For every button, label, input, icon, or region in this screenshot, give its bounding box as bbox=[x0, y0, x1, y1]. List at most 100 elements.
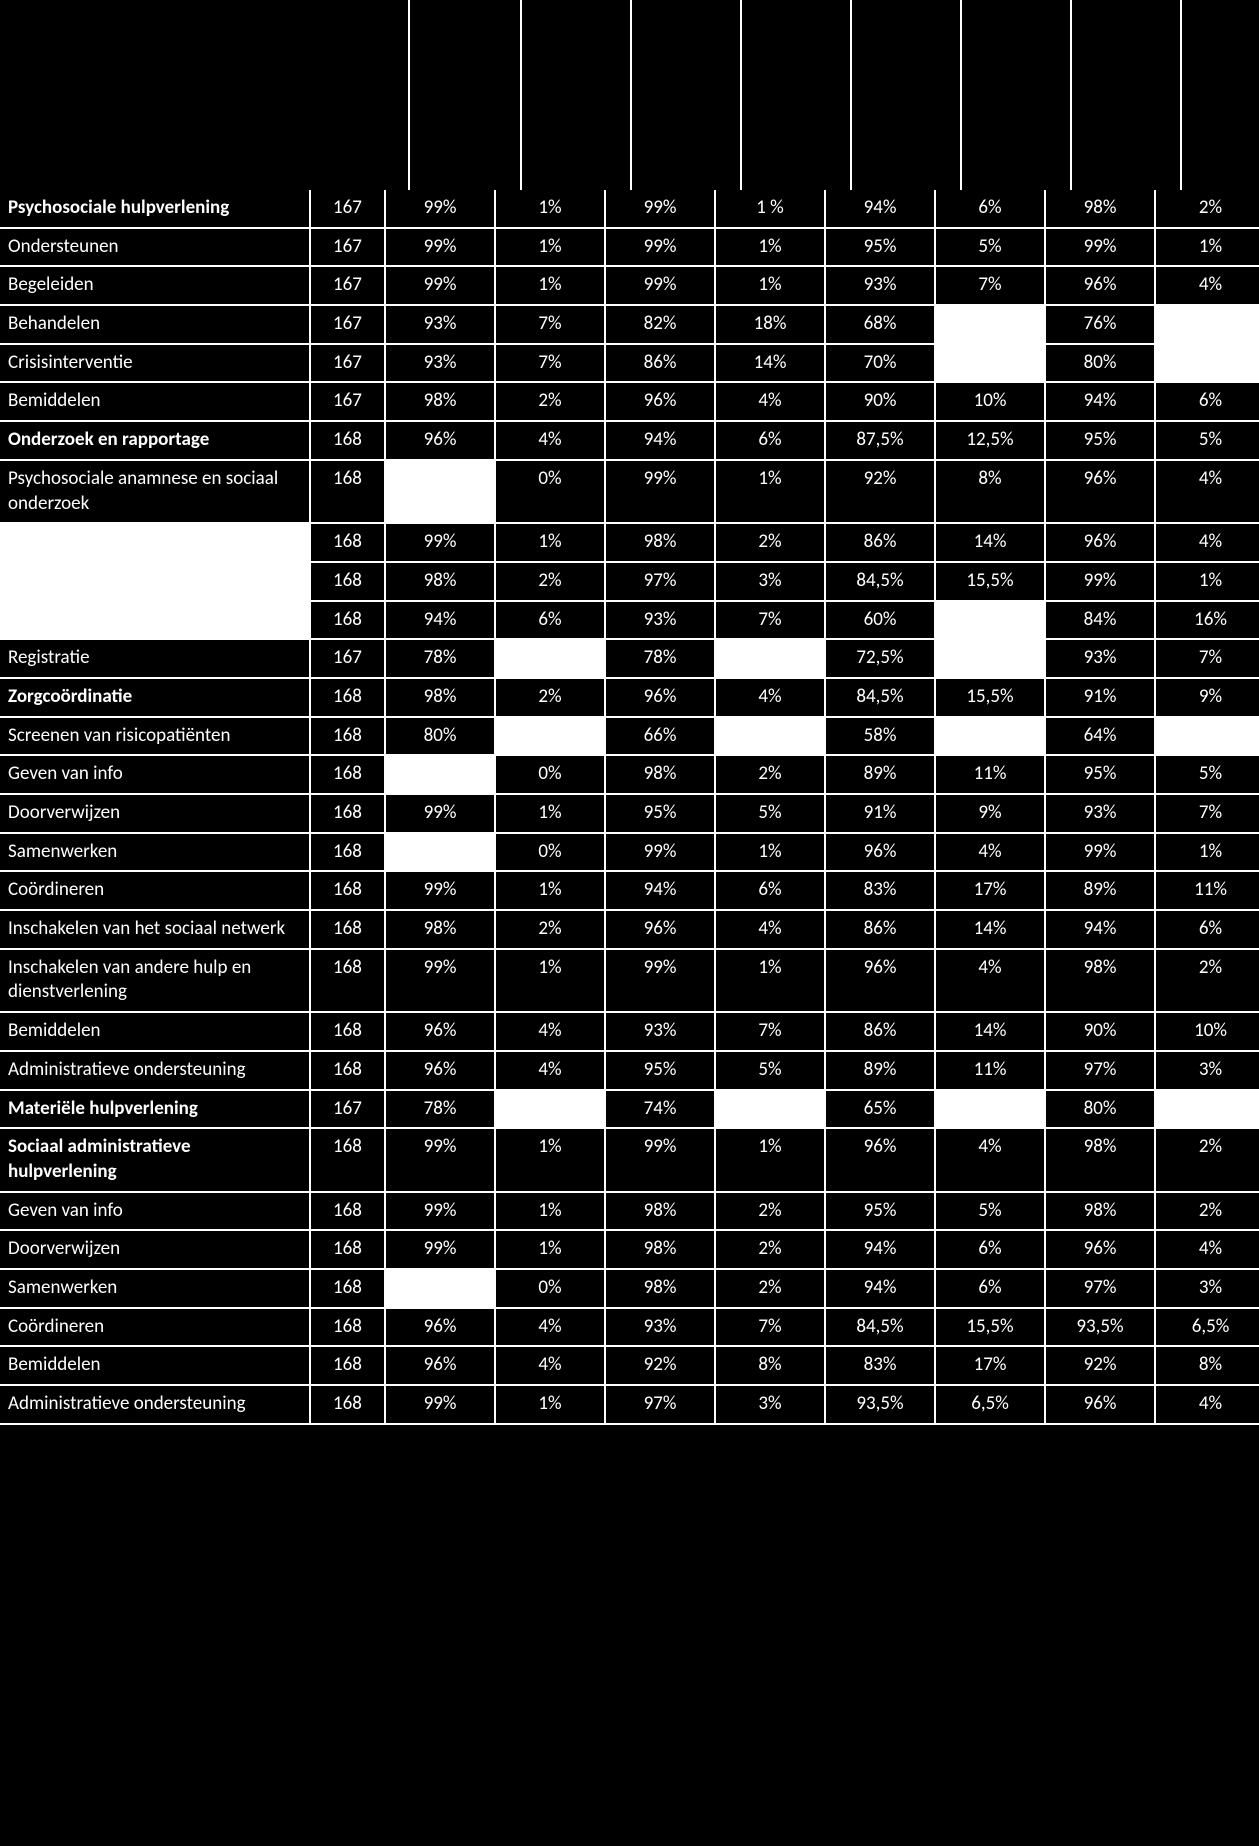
cell bbox=[715, 639, 825, 678]
cell: 93% bbox=[385, 344, 495, 383]
cell: 99% bbox=[605, 833, 715, 872]
cell: 2% bbox=[715, 523, 825, 562]
cell: 91% bbox=[825, 794, 935, 833]
cell: 4% bbox=[935, 1128, 1045, 1191]
cell: 7% bbox=[495, 305, 605, 344]
row-label: Behandelen bbox=[0, 305, 310, 344]
cell: 1% bbox=[715, 1128, 825, 1191]
cell: 167 bbox=[310, 190, 385, 228]
row-label: Doorverwijzen bbox=[0, 794, 310, 833]
cell: 72,5% bbox=[825, 639, 935, 678]
row-label: Administratieve ondersteuning bbox=[0, 1385, 310, 1424]
cell: 84% bbox=[1045, 601, 1155, 640]
cell: 0% bbox=[495, 460, 605, 523]
row-label: Ondersteunen bbox=[0, 228, 310, 267]
cell: 168 bbox=[310, 833, 385, 872]
cell: 2% bbox=[1155, 190, 1259, 228]
cell bbox=[715, 717, 825, 756]
cell: 99% bbox=[605, 190, 715, 228]
row-label: Registratie bbox=[0, 639, 310, 678]
row-label: Samenwerken bbox=[0, 1269, 310, 1308]
cell: 168 bbox=[310, 1385, 385, 1424]
cell: 68% bbox=[825, 305, 935, 344]
cell: 96% bbox=[385, 1346, 495, 1385]
cell: 168 bbox=[310, 562, 385, 601]
cell: 5% bbox=[935, 1192, 1045, 1231]
cell: 66% bbox=[605, 717, 715, 756]
table-row: Doorverwijzen16899%1%98%2%94%6%96%4% bbox=[0, 1230, 1259, 1269]
cell: 99% bbox=[1045, 833, 1155, 872]
row-label: Coördineren bbox=[0, 871, 310, 910]
cell: 76% bbox=[1045, 305, 1155, 344]
row-label: Coördineren bbox=[0, 1308, 310, 1347]
cell: 7% bbox=[495, 344, 605, 383]
cell: 96% bbox=[1045, 266, 1155, 305]
cell: 1% bbox=[495, 949, 605, 1012]
cell: 93,5% bbox=[1045, 1308, 1155, 1347]
cell: 70% bbox=[825, 344, 935, 383]
cell: 168 bbox=[310, 910, 385, 949]
cell: 3% bbox=[715, 1385, 825, 1424]
cell: 4% bbox=[495, 421, 605, 460]
cell: 98% bbox=[605, 1230, 715, 1269]
cell: 96% bbox=[385, 1051, 495, 1090]
table-row: Inschakelen van het sociaal netwerk16898… bbox=[0, 910, 1259, 949]
cell: 98% bbox=[605, 1269, 715, 1308]
cell: 82% bbox=[605, 305, 715, 344]
cell bbox=[385, 755, 495, 794]
cell: 84,5% bbox=[825, 1308, 935, 1347]
cell: 83% bbox=[825, 871, 935, 910]
cell: 86% bbox=[825, 1012, 935, 1051]
cell: 4% bbox=[935, 833, 1045, 872]
cell: 5% bbox=[1155, 421, 1259, 460]
cell: 10% bbox=[935, 382, 1045, 421]
page: Psychosociale hulpverlening16799%1%99%1 … bbox=[0, 0, 1259, 1525]
cell: 168 bbox=[310, 1308, 385, 1347]
row-label: Doorverwijzen bbox=[0, 1230, 310, 1269]
cell bbox=[495, 639, 605, 678]
row-label: Crisisinterventie bbox=[0, 344, 310, 383]
cell: 93,5% bbox=[825, 1385, 935, 1424]
cell: 86% bbox=[825, 523, 935, 562]
cell: 78% bbox=[605, 639, 715, 678]
table-row: 16898%2%97%3%84,5%15,5%99%1% bbox=[0, 562, 1259, 601]
cell: 86% bbox=[825, 910, 935, 949]
table-row: Geven van info1680%98%2%89%11%95%5% bbox=[0, 755, 1259, 794]
table-row: Zorgcoördinatie16898%2%96%4%84,5%15,5%91… bbox=[0, 678, 1259, 717]
cell: 98% bbox=[1045, 1192, 1155, 1231]
cell: 80% bbox=[1045, 1090, 1155, 1129]
row-label: Bemiddelen bbox=[0, 1012, 310, 1051]
cell: 15,5% bbox=[935, 562, 1045, 601]
cell: 167 bbox=[310, 639, 385, 678]
cell bbox=[385, 460, 495, 523]
cell: 168 bbox=[310, 755, 385, 794]
cell: 90% bbox=[825, 382, 935, 421]
cell: 96% bbox=[385, 1012, 495, 1051]
cell: 90% bbox=[1045, 1012, 1155, 1051]
cell: 2% bbox=[1155, 1128, 1259, 1191]
cell: 168 bbox=[310, 1051, 385, 1090]
cell: 1% bbox=[1155, 833, 1259, 872]
cell: 167 bbox=[310, 305, 385, 344]
cell: 95% bbox=[1045, 755, 1155, 794]
cell bbox=[935, 344, 1045, 383]
cell: 60% bbox=[825, 601, 935, 640]
cell: 168 bbox=[310, 601, 385, 640]
row-label bbox=[0, 562, 310, 601]
cell: 167 bbox=[310, 344, 385, 383]
cell: 92% bbox=[605, 1346, 715, 1385]
cell: 5% bbox=[715, 794, 825, 833]
cell: 96% bbox=[605, 678, 715, 717]
cell: 10% bbox=[1155, 1012, 1259, 1051]
cell: 2% bbox=[715, 1269, 825, 1308]
row-label: Begeleiden bbox=[0, 266, 310, 305]
cell: 6% bbox=[935, 1269, 1045, 1308]
cell: 97% bbox=[1045, 1051, 1155, 1090]
table-row: 16894%6%93%7%60%84%16% bbox=[0, 601, 1259, 640]
cell: 94% bbox=[825, 1269, 935, 1308]
cell: 96% bbox=[605, 910, 715, 949]
row-label: Psychosociale hulpverlening bbox=[0, 190, 310, 228]
cell: 2% bbox=[1155, 1192, 1259, 1231]
cell: 4% bbox=[935, 949, 1045, 1012]
cell: 2% bbox=[715, 1192, 825, 1231]
